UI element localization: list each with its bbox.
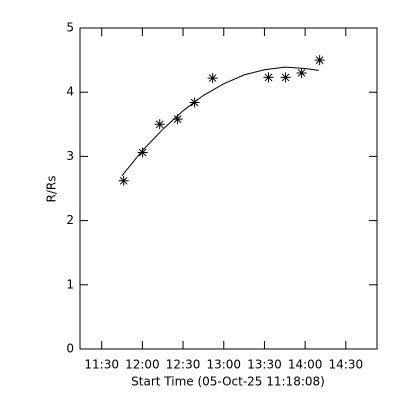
x-tick-label: 14:00 xyxy=(288,358,323,372)
y-axis-label: R/Rs xyxy=(45,176,59,203)
x-tick-label: 12:00 xyxy=(125,358,160,372)
y-tick-label: 2 xyxy=(66,213,74,227)
fit-curve xyxy=(121,66,319,176)
x-tick-label: 11:30 xyxy=(84,358,119,372)
y-tick-label: 1 xyxy=(66,277,74,291)
data-point xyxy=(296,67,307,78)
x-tick-label: 13:00 xyxy=(206,358,241,372)
x-tick-label: 14:30 xyxy=(329,358,364,372)
x-axis-label: Start Time (05-Oct-25 11:18:08) xyxy=(131,375,325,389)
data-point xyxy=(154,119,165,130)
y-tick-label: 4 xyxy=(66,85,74,99)
data-point xyxy=(280,72,291,83)
plot-frame xyxy=(79,27,378,350)
y-tick-label: 5 xyxy=(66,21,74,35)
y-tick-label: 0 xyxy=(66,342,74,356)
x-tick-label: 12:30 xyxy=(166,358,201,372)
y-tick-label: 3 xyxy=(66,149,74,163)
data-point xyxy=(118,175,129,186)
x-tick-label: 13:30 xyxy=(247,358,282,372)
data-point xyxy=(207,73,218,84)
data-point xyxy=(314,55,325,66)
data-point xyxy=(137,147,148,158)
data-point xyxy=(172,114,183,125)
data-point xyxy=(263,72,274,83)
